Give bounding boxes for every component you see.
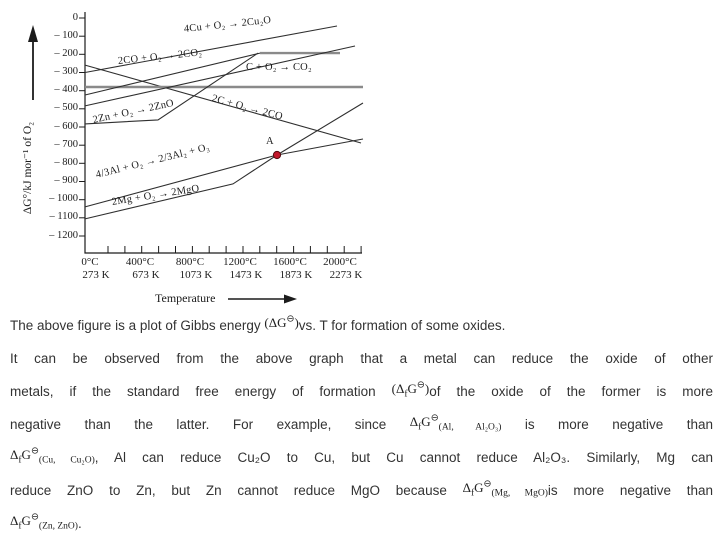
line3-text: metals, if the standard free energy of f… <box>10 384 392 399</box>
paragraph-line-7: ΔfG⊖(Zn, ZnO). <box>10 511 713 532</box>
chart-canvas <box>28 12 364 304</box>
paragraph-line-6: reduce ZnO to Zn, but Zn cannot reduce M… <box>10 478 713 499</box>
x-tick-k-1600: 1873 K <box>279 269 313 281</box>
y-tick-label-1000: – 1000 <box>49 193 78 205</box>
y-tick-label-200: – 200 <box>54 47 78 59</box>
x-tick-c-800: 800°C <box>175 256 205 268</box>
y-tick-label-1200: – 1200 <box>49 229 78 241</box>
x-tick-k-2000: 2273 K <box>329 269 363 281</box>
paragraph-line-1: The above figure is a plot of Gibbs ener… <box>10 313 713 334</box>
x-axis-title: Temperature <box>155 291 216 305</box>
line-label-co2: C + O₂ → CO₂ <box>246 62 312 73</box>
line6-text: reduce ZnO to Zn, but Zn cannot reduce M… <box>10 483 463 498</box>
y-tick-label-700: – 700 <box>54 138 78 150</box>
x-tick-k-400: 673 K <box>132 269 160 281</box>
line4-text-post: is more negative than <box>501 417 713 432</box>
y-tick-label-500: – 500 <box>54 102 78 114</box>
x-tick-c-1200: 1200°C <box>223 256 257 268</box>
formula-delta-f-g: (ΔfG⊖) <box>391 379 430 400</box>
y-tick-label-300: – 300 <box>54 66 78 77</box>
line1-text: The above figure is a plot of Gibbs ener… <box>10 318 265 333</box>
line5-text: , Al can reduce Cu₂O to Cu, but Cu canno… <box>94 450 713 465</box>
x-tick-c-2000: 2000°C <box>323 256 357 268</box>
x-tick-c-0: 0°C <box>81 256 99 268</box>
paragraph-line-4: negative than the latter. For example, s… <box>10 412 713 433</box>
y-tick-label-0: 0 <box>72 11 78 23</box>
x-tick-k-1200: 1473 K <box>229 269 263 281</box>
formula-al-al2o3: ΔfG⊖(Al, Al₂O₃) <box>409 412 502 433</box>
x-tick-k-800: 1073 K <box>179 269 213 281</box>
formula-cu-cu2o: ΔfG⊖(Cu, Cu₂O) <box>10 445 95 466</box>
line7-text: . <box>77 516 82 531</box>
paragraph-line-5: ΔfG⊖(Cu, Cu₂O), Al can reduce Cu₂O to Cu… <box>10 445 713 466</box>
y-tick-label-800: – 800 <box>54 156 78 168</box>
paragraph-line-2: It can be observed from the above graph … <box>10 351 713 366</box>
paragraph-line-3: metals, if the standard free energy of f… <box>10 379 713 400</box>
x-tick-c-1600: 1600°C <box>273 256 307 268</box>
formula-delta-g: (ΔG⊖) <box>264 313 299 330</box>
y-tick-label-100: – 100 <box>54 29 78 41</box>
line4-text: negative than the latter. For example, s… <box>10 417 410 432</box>
formula-zn-zno: ΔfG⊖(Zn, ZnO) <box>10 511 78 532</box>
ellingham-diagram: ΔG°/kJ mor⁻¹ of O₂ 0 – 100 – 200 – 300 –… <box>0 0 380 312</box>
y-tick-label-400: – 400 <box>54 84 78 96</box>
line3-text-post: of the oxide of the former is more <box>429 384 713 399</box>
y-tick-label-600: – 600 <box>54 120 78 132</box>
y-tick-label-900: – 900 <box>54 175 78 186</box>
line1-text-post: vs. T for formation of some oxides. <box>298 318 506 333</box>
line6-text-post: is more negative than <box>547 483 713 498</box>
formula-mg-mgo: ΔfG⊖(Mg, MgO) <box>462 478 548 499</box>
x-tick-k-0: 273 K <box>82 269 110 281</box>
y-tick-label-1100: – 1100 <box>49 211 79 223</box>
x-tick-c-400: 400°C <box>125 256 155 268</box>
point-a-label: A <box>266 136 274 147</box>
